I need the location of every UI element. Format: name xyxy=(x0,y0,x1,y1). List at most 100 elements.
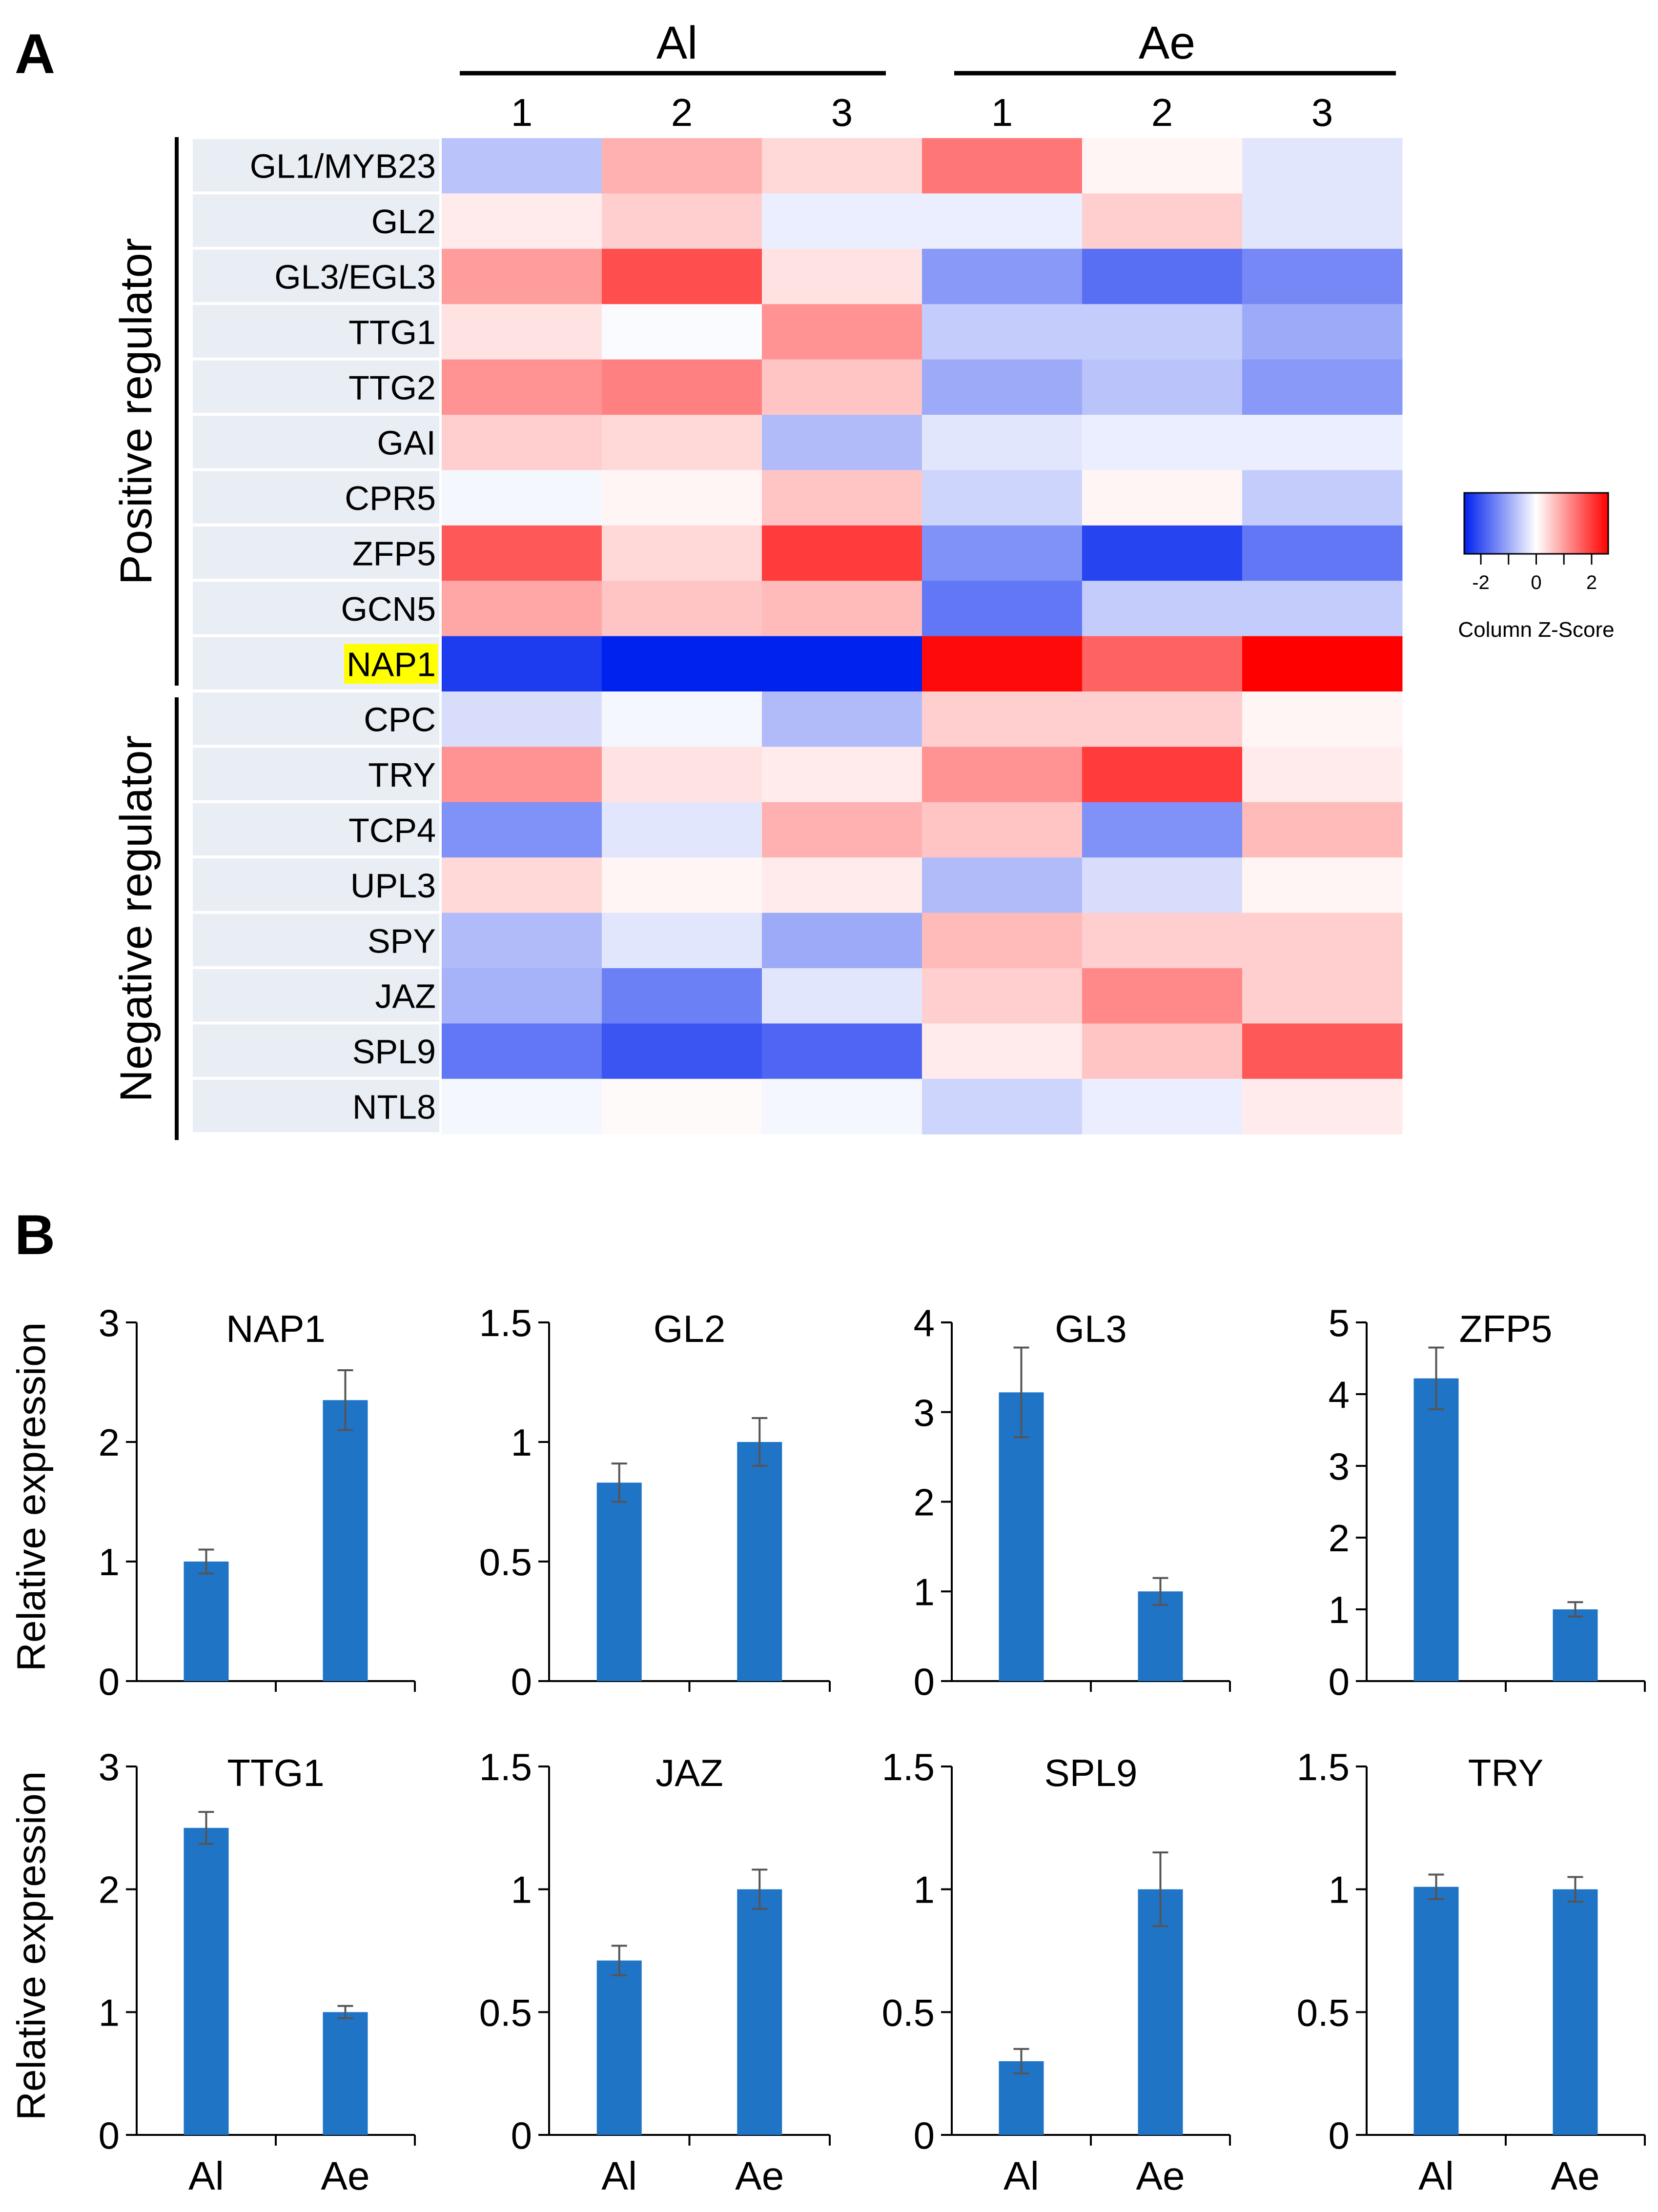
heatmap-row-label-bg xyxy=(193,139,439,192)
heatmap-cell xyxy=(1242,691,1403,747)
heatmap-cell xyxy=(602,636,762,692)
heatmap-cell xyxy=(1082,913,1243,969)
heatmap-row-label-bg xyxy=(193,692,439,745)
heatmap-cell xyxy=(1082,304,1243,360)
heatmap-cell xyxy=(442,747,602,803)
y-tick-label: 2 xyxy=(914,1481,935,1524)
heatmap-cell xyxy=(602,802,762,858)
chart-title: NAP1 xyxy=(226,1307,326,1350)
heatmap-cell xyxy=(1242,581,1403,637)
heatmap-cell xyxy=(1242,304,1403,360)
heatmap-color-key: -2 0 2 Column Z-Score xyxy=(1458,492,1615,642)
bar-chart-try: 0 0.5 1 1.5 Al Ae TRY xyxy=(1297,1745,1646,2198)
y-tick-label: 1 xyxy=(511,1868,532,1911)
heatmap-cell xyxy=(1242,248,1403,304)
bar-chart-gl3: 0 1 2 3 4 GL3 xyxy=(914,1301,1231,1703)
heatmap-cell xyxy=(442,138,602,194)
heatmap-cell xyxy=(922,1078,1083,1135)
heatmap-cell xyxy=(602,470,762,526)
heatmap-cell xyxy=(602,359,762,415)
heatmap-cell xyxy=(922,304,1083,360)
heatmap-cell xyxy=(602,581,762,637)
y-tick-label: 3 xyxy=(914,1391,935,1434)
heatmap-cell xyxy=(1082,525,1243,581)
color-key-tick-label: -2 xyxy=(1472,572,1490,593)
bar-al xyxy=(184,1827,229,2135)
bar-ae xyxy=(1553,1609,1598,1681)
heatmap-cell xyxy=(1242,636,1403,692)
heatmap-row-label-bg xyxy=(193,1079,439,1133)
bar-chart-nap1: 0 1 2 3 NAP1 Relative expression xyxy=(9,1301,416,1703)
heatmap-row-label-bg xyxy=(193,1024,439,1077)
heatmap-cell xyxy=(1082,1023,1243,1079)
x-tick-label: Ae xyxy=(1551,2154,1599,2198)
bar-ae xyxy=(323,1400,368,1681)
chart-title: TTG1 xyxy=(227,1751,324,1794)
y-tick-label: 1.5 xyxy=(479,1301,532,1344)
heatmap-cell xyxy=(1082,415,1243,470)
heatmap-cell xyxy=(1242,193,1403,249)
heatmap-cell xyxy=(1082,857,1243,913)
heatmap-cell xyxy=(1242,913,1403,969)
color-key-tick-label: 2 xyxy=(1586,572,1597,593)
heatmap-cell xyxy=(922,636,1083,692)
heatmap-cell xyxy=(1242,525,1403,581)
panel-label-a: A xyxy=(15,23,55,85)
heatmap-cell xyxy=(602,193,762,249)
heatmap-cell xyxy=(602,691,762,747)
heatmap-cell xyxy=(1082,802,1243,858)
heatmap-cell xyxy=(762,581,922,637)
y-tick-label: 0.5 xyxy=(882,1991,935,2034)
bar-charts-panel: 0 1 2 3 NAP1 Relative expression 0 0.5 1 1.5 GL2 0 1… xyxy=(9,1301,1646,2198)
heatmap-cell xyxy=(762,138,922,194)
heatmap-cell xyxy=(1082,359,1243,415)
heatmap-cell xyxy=(762,1078,922,1135)
heatmap-column-label: 2 xyxy=(671,91,693,134)
y-tick-label: 1 xyxy=(914,1868,935,1911)
heatmap-group-label: Ae xyxy=(1139,17,1195,69)
heatmap-cell xyxy=(762,636,922,692)
heatmap-row-label-bg xyxy=(193,582,439,634)
y-tick-label: 5 xyxy=(1329,1301,1350,1344)
heatmap-column-label: 2 xyxy=(1151,91,1173,134)
heatmap-cell xyxy=(762,415,922,470)
heatmap-cell xyxy=(1082,138,1243,194)
heatmap-cell xyxy=(762,691,922,747)
heatmap-cell xyxy=(922,248,1083,304)
y-tick-label: 1 xyxy=(511,1421,532,1464)
heatmap-row-label: GAI xyxy=(377,424,436,462)
heatmap-cell xyxy=(442,913,602,969)
heatmap-cell xyxy=(922,747,1083,803)
y-tick-label: 0 xyxy=(99,2114,120,2157)
heatmap-cell xyxy=(1082,248,1243,304)
heatmap-row-label-bg xyxy=(193,416,439,468)
bar-al xyxy=(1413,1378,1459,1681)
heatmap-cell xyxy=(1242,1023,1403,1079)
heatmap-cell xyxy=(1242,1078,1403,1135)
y-tick-label: 4 xyxy=(914,1301,935,1344)
x-tick-label: Ae xyxy=(1136,2154,1185,2198)
panel-label-b: B xyxy=(15,1204,55,1266)
y-tick-label: 1 xyxy=(99,1541,120,1583)
heatmap-cell xyxy=(922,359,1083,415)
x-tick-label: Al xyxy=(1418,2154,1454,2198)
heatmap-cell xyxy=(762,1023,922,1079)
heatmap-cell xyxy=(762,802,922,858)
heatmap-row-label-bg xyxy=(193,194,439,247)
heatmap-cell xyxy=(442,636,602,692)
heatmap-cell xyxy=(1242,747,1403,803)
color-key-bar xyxy=(1463,492,1609,555)
heatmap-cell xyxy=(442,304,602,360)
y-tick-label: 0.5 xyxy=(479,1991,532,2034)
chart-title: ZFP5 xyxy=(1459,1307,1553,1350)
heatmap-cell xyxy=(442,415,602,470)
heatmap-cell xyxy=(442,1078,602,1135)
heatmap-column-label: 3 xyxy=(831,91,853,134)
heatmap-cell xyxy=(442,525,602,581)
bar-al xyxy=(184,1562,229,1681)
heatmap-cell xyxy=(602,913,762,969)
y-tick-label: 1.5 xyxy=(1297,1745,1350,1788)
heatmap-cell xyxy=(922,1023,1083,1079)
heatmap-cell xyxy=(922,913,1083,969)
heatmap-cell xyxy=(762,359,922,415)
